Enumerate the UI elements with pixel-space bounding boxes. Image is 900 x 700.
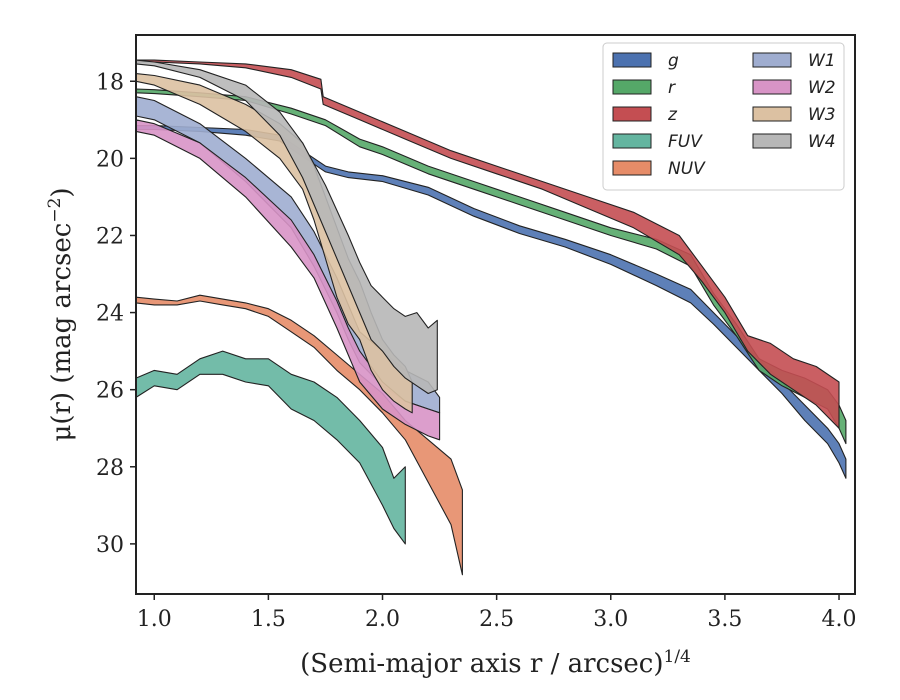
- series-band-z: [135, 59, 840, 429]
- x-axis-label: (Semi-major axis r / arcsec)1/4: [300, 647, 691, 679]
- x-axis: 1.0 1.5 2.0 2.5 3.0 3.5 4.0: [137, 594, 857, 632]
- series-band-r: [135, 88, 847, 445]
- series-band-nuv: [135, 294, 463, 576]
- legend-label-r: r: [668, 78, 676, 98]
- legend-swatch-w3: [752, 106, 792, 122]
- legend-label-w3: W3: [808, 105, 836, 125]
- x-tick-label: 1.5: [251, 607, 286, 632]
- legend-label-w2: W2: [808, 78, 836, 98]
- legend-swatch-w4: [752, 133, 792, 149]
- series-band-w4: [135, 59, 438, 395]
- legend-swatch-r: [612, 79, 652, 95]
- y-tick-label: 30: [96, 533, 124, 558]
- x-tick-label: 3.0: [593, 607, 628, 632]
- legend-swatch-w2: [752, 79, 792, 95]
- legend: grz FUV NUV W1 W2 W3 W4: [602, 42, 845, 191]
- legend-label-w4: W4: [808, 132, 836, 152]
- series-areas: [135, 59, 847, 576]
- legend-label-nuv: NUV: [668, 159, 706, 179]
- plot-frame: [135, 34, 856, 595]
- x-tick-label: 2.0: [365, 607, 400, 632]
- y-tick-label: 24: [96, 302, 124, 327]
- y-tick-label: 28: [96, 456, 124, 481]
- y-axis: 18 20 22 24 26 28 30: [96, 70, 136, 558]
- legend-swatch-g: [612, 52, 652, 68]
- legend-swatch-z: [612, 106, 652, 122]
- x-tick-label: 1.0: [137, 607, 172, 632]
- series-band-w2: [135, 119, 441, 441]
- y-tick-label: 20: [96, 147, 124, 172]
- legend-swatch-fuv: [612, 133, 652, 149]
- y-tick-label: 18: [96, 70, 124, 95]
- y-tick-label: 26: [96, 379, 124, 404]
- legend-swatch-nuv: [612, 160, 652, 176]
- legend-label-g: g: [668, 51, 679, 71]
- x-tick-label: 2.5: [479, 607, 514, 632]
- series-band-g: [135, 125, 847, 479]
- x-tick-label: 4.0: [822, 607, 857, 632]
- legend-label-w1: W1: [808, 51, 836, 71]
- series-band-fuv: [135, 350, 406, 545]
- y-tick-label: 22: [96, 224, 124, 249]
- legend-swatch-w1: [752, 52, 792, 68]
- x-tick-label: 3.5: [707, 607, 742, 632]
- legend-label-z: z: [667, 105, 678, 125]
- legend-label-fuv: FUV: [668, 132, 703, 152]
- y-axis-label: μ(r) (mag arcsec−2): [45, 187, 77, 441]
